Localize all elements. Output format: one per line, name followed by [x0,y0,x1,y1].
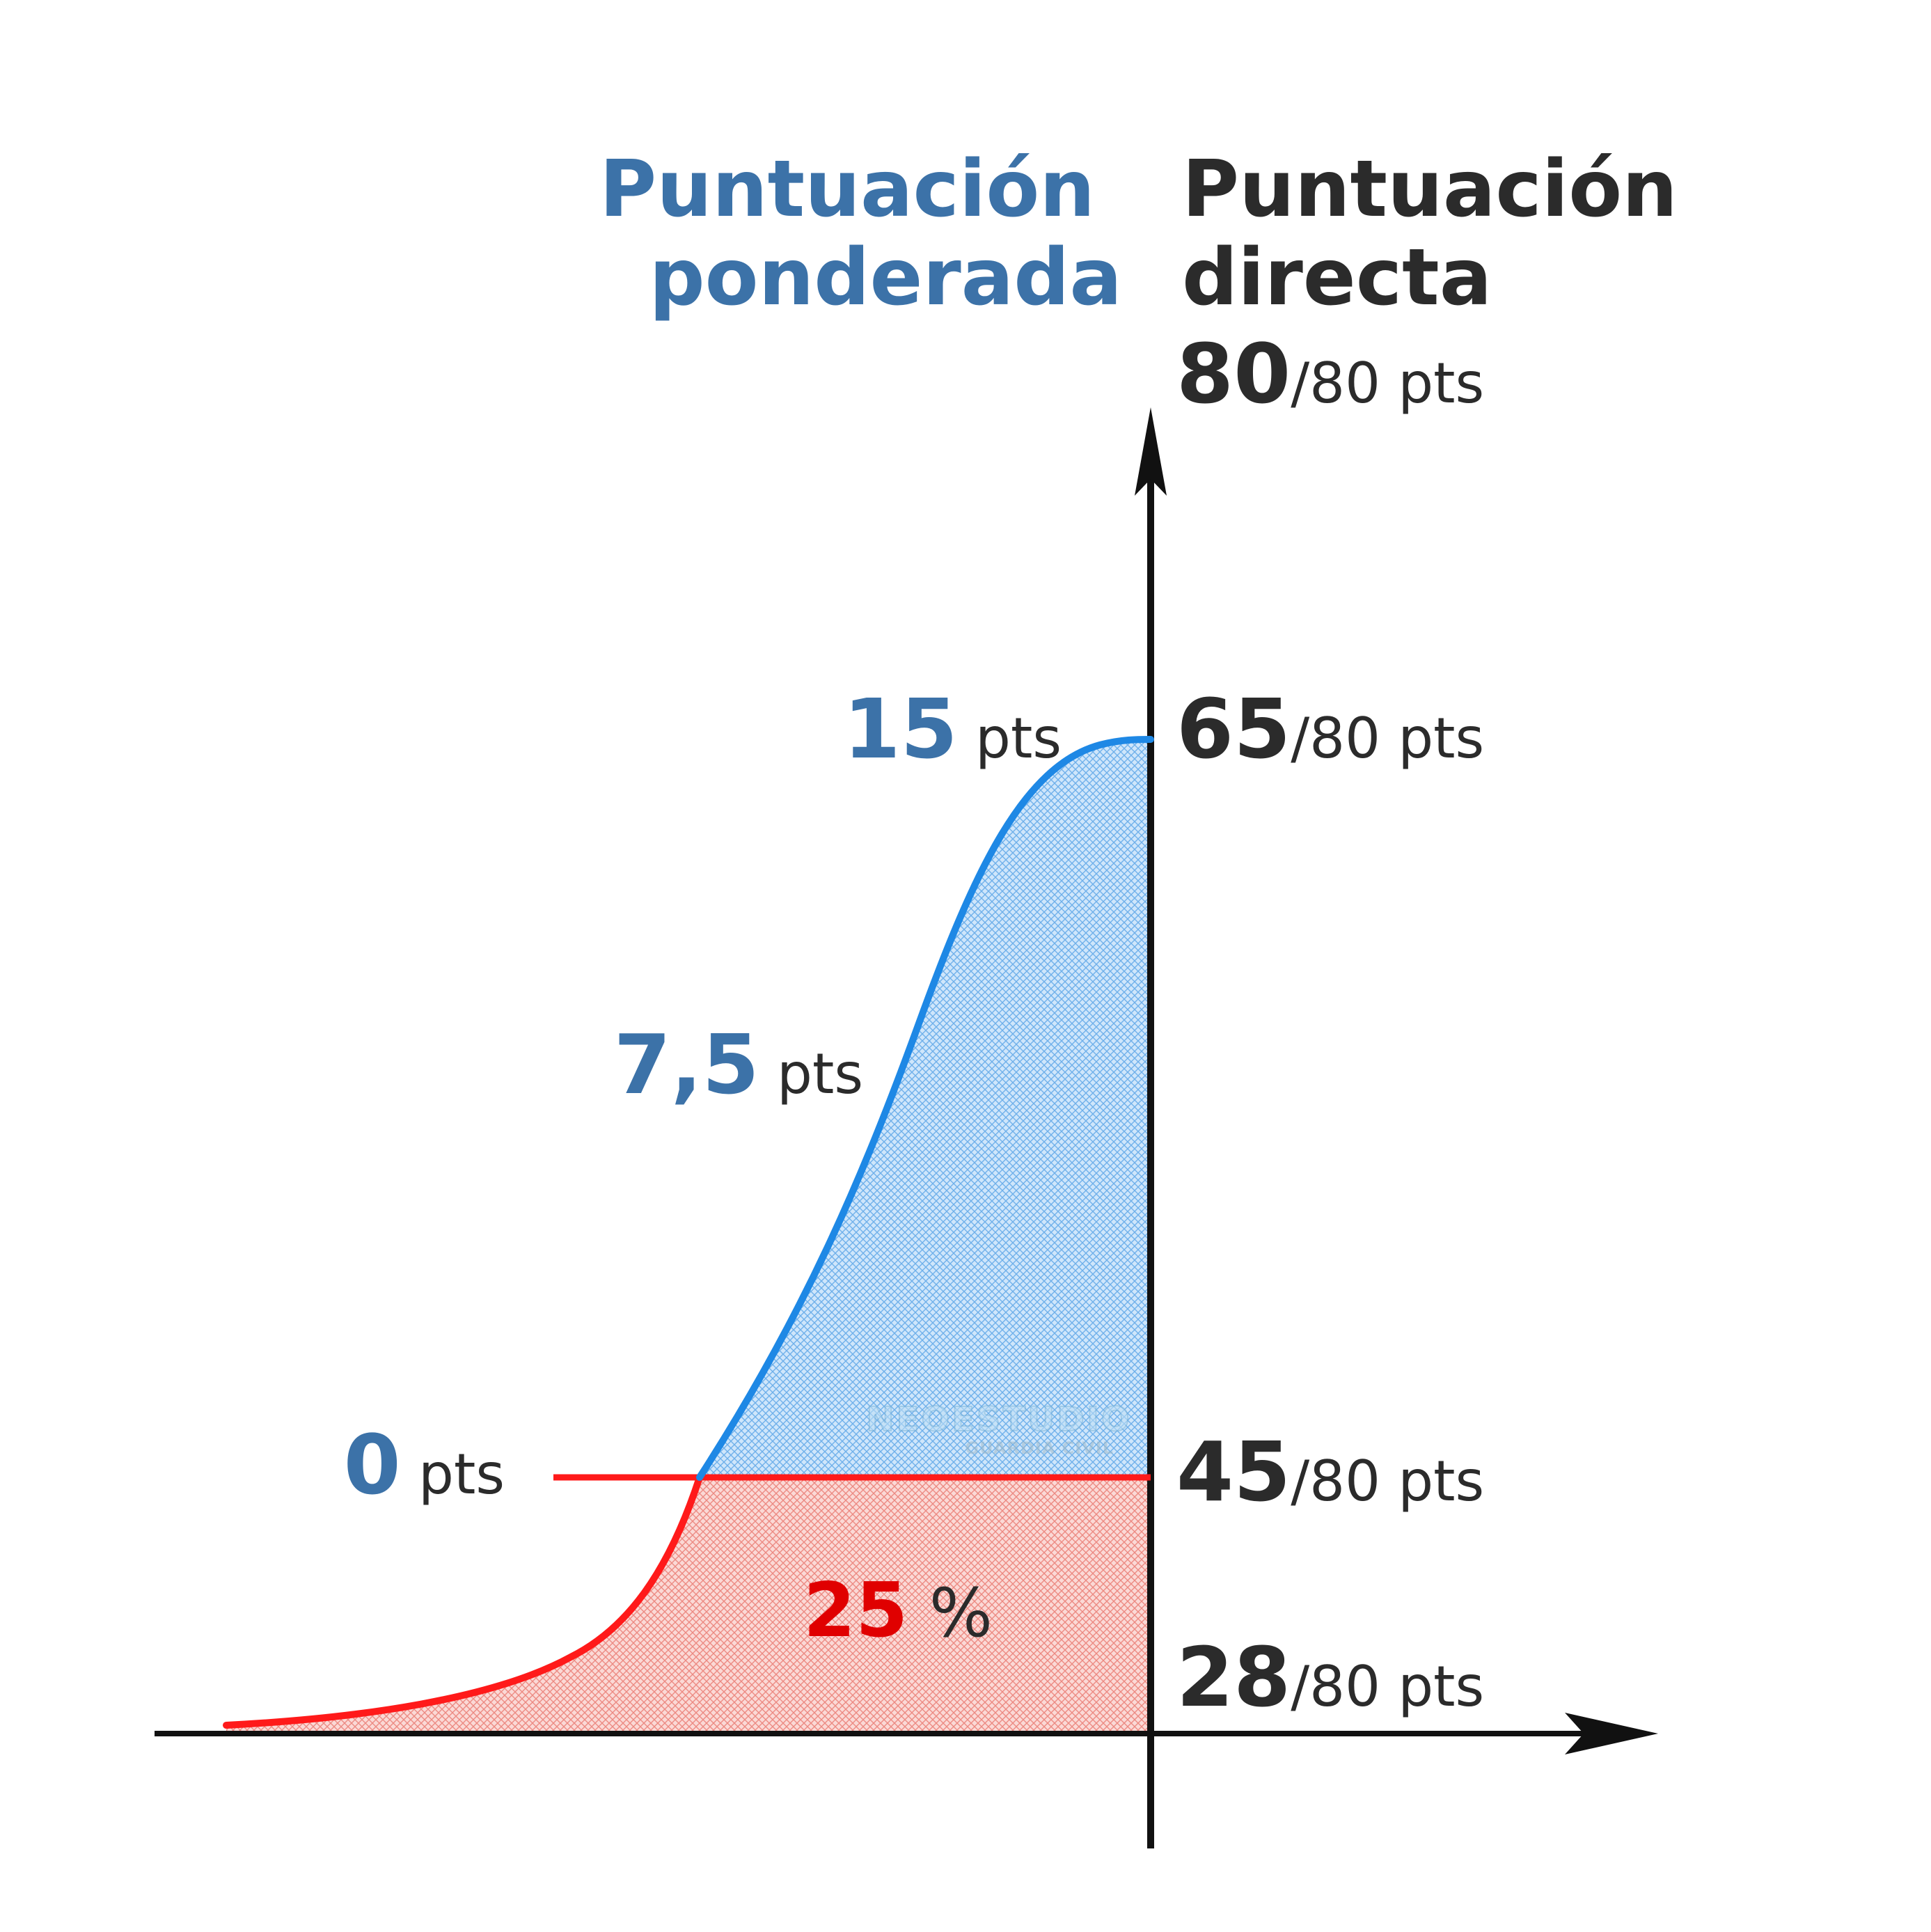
weighted-title-line-1: Puntuación [599,144,1095,235]
direct-title: Puntuación directa [1182,144,1705,323]
watermark-line-2: GUARDIA CIVIL [965,1438,1114,1458]
percent-sign: % [908,1574,993,1652]
percent-value: 25 [803,1567,908,1654]
direct-title-line-1: Puntuación [1182,144,1678,235]
weighted-label-45-value: 0 [344,1417,401,1513]
below-threshold-area [226,1477,1151,1734]
direct-tick-45-value: 45 [1176,1424,1291,1520]
direct-tick-65-value: 65 [1176,681,1291,777]
weighted-label-65: 15 pts [844,681,1062,777]
weighted-score-curve [696,736,1154,1481]
weighted-label-65-unit: pts [958,706,1062,771]
weighted-label-45-unit: pts [401,1442,505,1507]
percent-label: 25 % [803,1567,993,1654]
weighted-label-45: 0 pts [344,1417,505,1513]
weighted-title-line-2: ponderada [649,233,1122,323]
weighted-label-65-value: 15 [844,681,958,777]
direct-tick-28-value: 28 [1176,1629,1291,1725]
direct-tick-80: 80/80 pts [1176,326,1484,422]
direct-tick-45: 45/80 pts [1176,1424,1484,1520]
direct-tick-28-unit: /80 pts [1291,1654,1484,1719]
weighted-label-55-unit: pts [759,1042,863,1106]
watermark-logo: NEOESTUDIO GUARDIA CIVIL [865,1399,1131,1458]
direct-tick-45-unit: /80 pts [1291,1449,1484,1514]
watermark-line-1: NEOESTUDIO [866,1400,1131,1439]
direct-tick-80-unit: /80 pts [1291,351,1484,416]
weighted-label-55-value: 7,5 [614,1016,759,1113]
weighted-title: Puntuación ponderada [599,144,1122,323]
y-axis-arrow-icon [1135,407,1167,496]
direct-tick-28: 28/80 pts [1176,1629,1484,1725]
direct-tick-65: 65/80 pts [1176,681,1484,777]
direct-title-line-2: directa [1182,233,1492,323]
weighted-label-55: 7,5 pts [614,1016,863,1113]
direct-tick-80-value: 80 [1176,326,1291,422]
direct-tick-65-unit: /80 pts [1291,706,1484,771]
x-axis-arrow-icon [1565,1713,1658,1754]
below-threshold-curve [223,1474,703,1729]
weighted-score-area [700,739,1151,1477]
